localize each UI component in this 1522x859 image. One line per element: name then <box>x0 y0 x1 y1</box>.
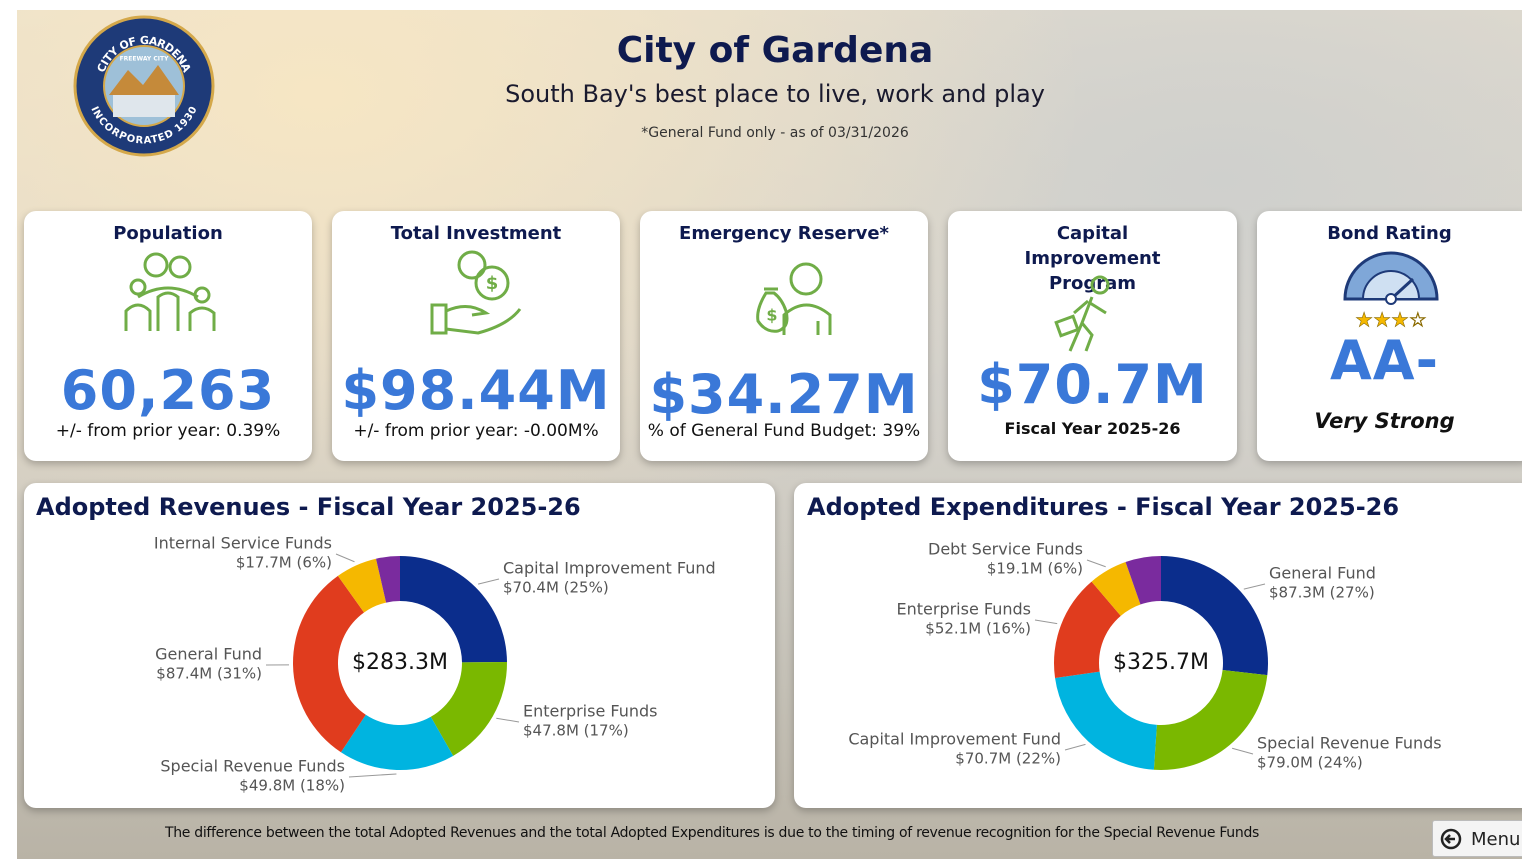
donut-center-label: $325.7M <box>1113 650 1209 675</box>
slice-label: Capital Improvement Fund <box>503 559 716 578</box>
card-value: AA- <box>1330 329 1439 392</box>
kpi-card: Population 60,263 +/- from prior year: 0… <box>24 211 312 461</box>
icon: ★★★☆ <box>1343 251 1439 332</box>
footer-note: The difference between the total Adopted… <box>164 825 1260 841</box>
card-title: Bond Rating <box>1327 223 1452 244</box>
slice-label: Enterprise Funds <box>897 600 1032 619</box>
slice-label: Enterprise Funds <box>523 702 658 721</box>
kpi-card: Total Investment $ $98.44M +/- from prio… <box>332 211 620 461</box>
subtitle: South Bay's best place to live, work and… <box>505 80 1045 108</box>
logo-banner: FREEWAY CITY <box>120 56 169 63</box>
leader-line <box>1243 583 1266 590</box>
icon <box>124 252 216 331</box>
kpi-card: Bond Rating ★★★☆ AA- Very Strong <box>1257 211 1522 461</box>
card-value: $34.27M <box>649 363 919 426</box>
leader-line <box>477 578 500 585</box>
leader-line <box>1064 743 1086 751</box>
slice-label: Internal Service Funds <box>154 534 332 553</box>
icon: $ <box>430 250 522 335</box>
slice-value-label: $19.1M (6%) <box>987 560 1083 578</box>
donut-slice <box>1161 556 1268 676</box>
slice-value-label: $17.7M (6%) <box>236 554 332 572</box>
slice-label: Capital Improvement Fund <box>848 730 1061 749</box>
card-title: Total Investment <box>390 223 562 244</box>
donut-slice <box>337 558 387 613</box>
menu-icon[interactable] <box>1440 828 1462 850</box>
title: City of Gardena <box>616 30 934 71</box>
card-value: $70.7M <box>977 353 1208 416</box>
donut-slice <box>376 556 400 603</box>
kpi-card: Capital Improvement Program $70.7M Fisca… <box>948 211 1237 461</box>
slice-label: Debt Service Funds <box>928 540 1083 559</box>
slice-value-label: $70.4M (25%) <box>503 579 609 597</box>
donut-slice <box>430 661 507 756</box>
donut-slice <box>293 575 366 753</box>
note: *General Fund only - as of 03/31/2026 <box>641 125 909 141</box>
slice-value-label: $52.1M (16%) <box>925 620 1031 638</box>
leader-line <box>1034 619 1058 625</box>
leader-line <box>496 717 520 723</box>
card-detail: % of General Fund Budget: 39% <box>647 421 921 441</box>
slice-label: General Fund <box>1269 564 1376 583</box>
slice-value-label: $87.3M (27%) <box>1269 584 1375 602</box>
kpi-card: Emergency Reserve* $ $34.27M % of Genera… <box>640 211 928 461</box>
slice-value-label: $70.7M (22%) <box>955 750 1061 768</box>
leader-line <box>335 553 355 563</box>
donut-slice <box>340 714 454 770</box>
donut-slice <box>1125 556 1161 605</box>
logo: CITY OF GARDENA FREEWAY CITY INCORPORATE… <box>73 15 215 157</box>
slice-value-label: $79.0M (24%) <box>1257 754 1363 772</box>
leader-line <box>1086 559 1106 568</box>
donut-slice <box>1153 670 1268 770</box>
icon: $ <box>756 262 832 335</box>
chart-title: Adopted Revenues - Fiscal Year 2025-26 <box>36 493 581 521</box>
donut-slice <box>1053 581 1121 678</box>
svg-text:$: $ <box>766 306 777 325</box>
card-detail: +/- from prior year: -0.00M% <box>353 421 599 441</box>
slice-label: General Fund <box>155 645 262 664</box>
donut-slice <box>1091 562 1141 616</box>
card-detail: +/- from prior year: 0.39% <box>55 421 281 441</box>
slice-value-label: $47.8M (17%) <box>523 722 629 740</box>
card-title: Emergency Reserve* <box>679 223 889 244</box>
slice-value-label: $87.4M (31%) <box>156 665 262 683</box>
slice-label: Special Revenue Funds <box>160 757 345 776</box>
card-title: Population <box>113 223 223 244</box>
leader-line <box>348 773 397 778</box>
card-detail: Very Strong <box>1314 409 1455 433</box>
slice-label: Special Revenue Funds <box>1257 734 1442 753</box>
card-value: $98.44M <box>341 359 611 422</box>
leader-line <box>1231 747 1254 755</box>
donut-center-label: $283.3M <box>352 650 448 675</box>
donut-slice <box>1055 671 1157 770</box>
donut-slice <box>400 556 507 663</box>
card-value: 60,263 <box>60 359 276 422</box>
svg-text:★★★☆: ★★★☆ <box>1355 308 1427 332</box>
chart-title: Adopted Expenditures - Fiscal Year 2025-… <box>807 493 1399 521</box>
svg-text:$: $ <box>486 273 499 294</box>
slice-value-label: $49.8M (18%) <box>239 777 345 795</box>
icon <box>1054 275 1110 352</box>
card-detail: Fiscal Year 2025-26 <box>1004 419 1181 438</box>
